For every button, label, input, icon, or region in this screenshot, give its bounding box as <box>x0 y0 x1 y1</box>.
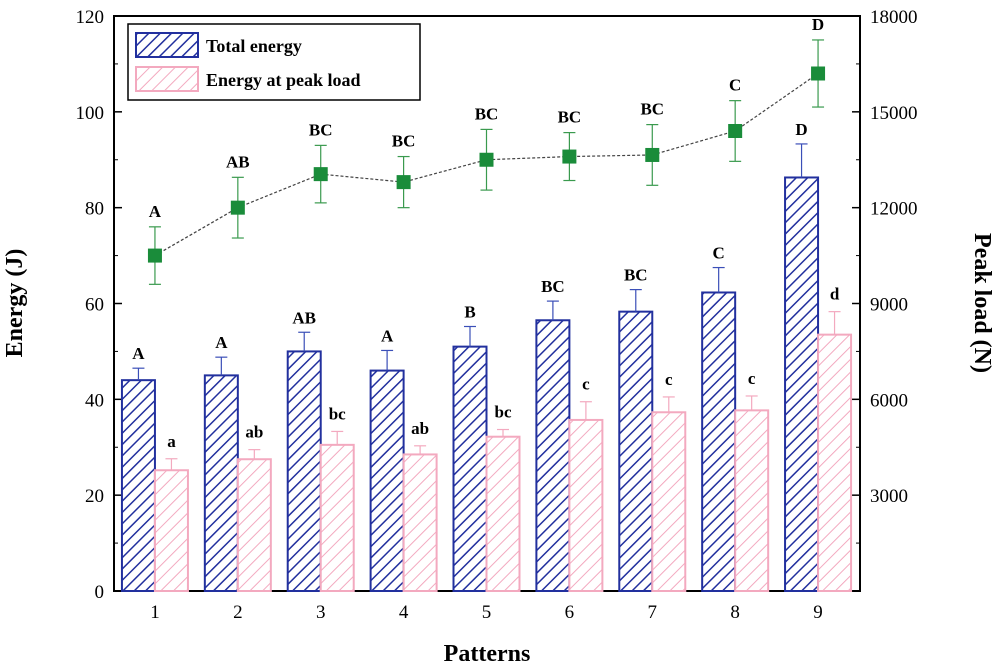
sig-label-total-energy: A <box>132 344 145 363</box>
sig-label-total-energy: BC <box>624 266 648 285</box>
bar-total-energy <box>452 345 488 592</box>
bar-energy-at-peak-load <box>485 435 521 593</box>
y-left-tick-label: 80 <box>85 199 104 220</box>
sig-label-total-energy: BC <box>541 277 565 296</box>
legend-swatch-total-energy <box>135 32 199 58</box>
legend-label-energy-at-peak-load: Energy at peak load <box>206 70 361 90</box>
legend: Total energy Energy at peak load <box>127 23 421 101</box>
x-tick-label: 1 <box>150 602 160 623</box>
legend-label-total-energy: Total energy <box>206 36 302 56</box>
point-peak-load <box>396 175 411 190</box>
x-axis-title: Patterns <box>444 641 531 667</box>
bar-energy-at-peak-load <box>319 443 355 592</box>
y-right-tick-label: 6000 <box>870 390 908 411</box>
bar-energy-at-peak-load <box>651 411 687 593</box>
y-axis-title-left: Energy (J) <box>2 249 28 358</box>
y-right-tick-label: 3000 <box>870 486 908 507</box>
point-peak-load <box>147 248 162 263</box>
bar-total-energy <box>203 374 239 592</box>
bar-energy-at-peak-load <box>236 458 272 592</box>
sig-label-total-energy: AB <box>292 308 316 327</box>
sig-label-total-energy: A <box>381 326 394 345</box>
sig-label-total-energy: C <box>713 244 725 263</box>
y-left-tick-label: 20 <box>85 486 104 507</box>
sig-label-energy-at-peak-load: a <box>167 432 176 451</box>
bar-total-energy <box>618 310 654 592</box>
y-left-tick-label: 0 <box>95 582 105 603</box>
legend-swatch-energy-at-peak-load <box>135 66 199 92</box>
sig-label-peak-load: D <box>812 15 824 34</box>
bar-total-energy <box>120 379 156 592</box>
point-peak-load <box>479 152 494 167</box>
sig-label-energy-at-peak-load: bc <box>495 403 512 422</box>
x-tick-label: 8 <box>730 602 740 623</box>
y-left-tick-label: 60 <box>85 295 104 316</box>
sig-label-peak-load: C <box>729 76 741 95</box>
sig-label-energy-at-peak-load: bc <box>329 404 346 423</box>
point-peak-load <box>645 147 660 162</box>
y-right-tick-label: 12000 <box>870 199 918 220</box>
bar-energy-at-peak-load <box>402 453 438 592</box>
peak-load-line <box>154 73 819 257</box>
bar-total-energy <box>535 319 571 592</box>
y-right-tick-label: 9000 <box>870 295 908 316</box>
x-tick-label: 7 <box>648 602 658 623</box>
x-tick-label: 2 <box>233 602 243 623</box>
x-tick-label: 4 <box>399 602 409 623</box>
point-peak-load <box>230 200 245 215</box>
bar-energy-at-peak-load <box>734 409 770 592</box>
x-tick-label: 6 <box>565 602 575 623</box>
sig-label-total-energy: B <box>464 303 475 322</box>
y-left-tick-label: 100 <box>76 103 105 124</box>
x-tick-label: 5 <box>482 602 492 623</box>
point-peak-load <box>562 149 577 164</box>
bar-energy-at-peak-load <box>817 333 853 592</box>
sig-label-energy-at-peak-load: c <box>665 370 673 389</box>
point-peak-load <box>313 167 328 182</box>
bar-total-energy <box>369 369 405 593</box>
bar-total-energy <box>701 291 737 592</box>
sig-label-peak-load: BC <box>475 104 499 123</box>
bar-total-energy <box>784 176 820 593</box>
bar-total-energy <box>286 350 322 592</box>
sig-label-total-energy: D <box>795 120 807 139</box>
point-peak-load <box>811 66 826 81</box>
bar-energy-at-peak-load <box>153 469 189 592</box>
sig-label-energy-at-peak-load: ab <box>245 423 263 442</box>
y-right-tick-label: 18000 <box>870 7 918 28</box>
y-axis-title-right: Peak load (N) <box>969 233 995 373</box>
x-tick-label: 3 <box>316 602 326 623</box>
sig-label-total-energy: A <box>215 333 228 352</box>
sig-label-peak-load: BC <box>640 100 664 119</box>
bar-energy-at-peak-load <box>568 418 604 592</box>
sig-label-energy-at-peak-load: c <box>582 375 590 394</box>
y-right-tick-label: 15000 <box>870 103 918 124</box>
sig-label-energy-at-peak-load: c <box>748 369 756 388</box>
sig-label-energy-at-peak-load: d <box>830 285 840 304</box>
sig-label-peak-load: AB <box>226 152 250 171</box>
point-peak-load <box>728 124 743 138</box>
sig-label-peak-load: A <box>149 202 162 221</box>
y-left-tick-label: 120 <box>76 7 105 28</box>
sig-label-peak-load: BC <box>392 132 416 151</box>
x-tick-label: 9 <box>813 602 823 623</box>
sig-label-energy-at-peak-load: ab <box>411 419 429 438</box>
sig-label-peak-load: BC <box>558 108 582 127</box>
sig-label-peak-load: BC <box>309 120 333 139</box>
y-left-tick-label: 40 <box>85 390 104 411</box>
